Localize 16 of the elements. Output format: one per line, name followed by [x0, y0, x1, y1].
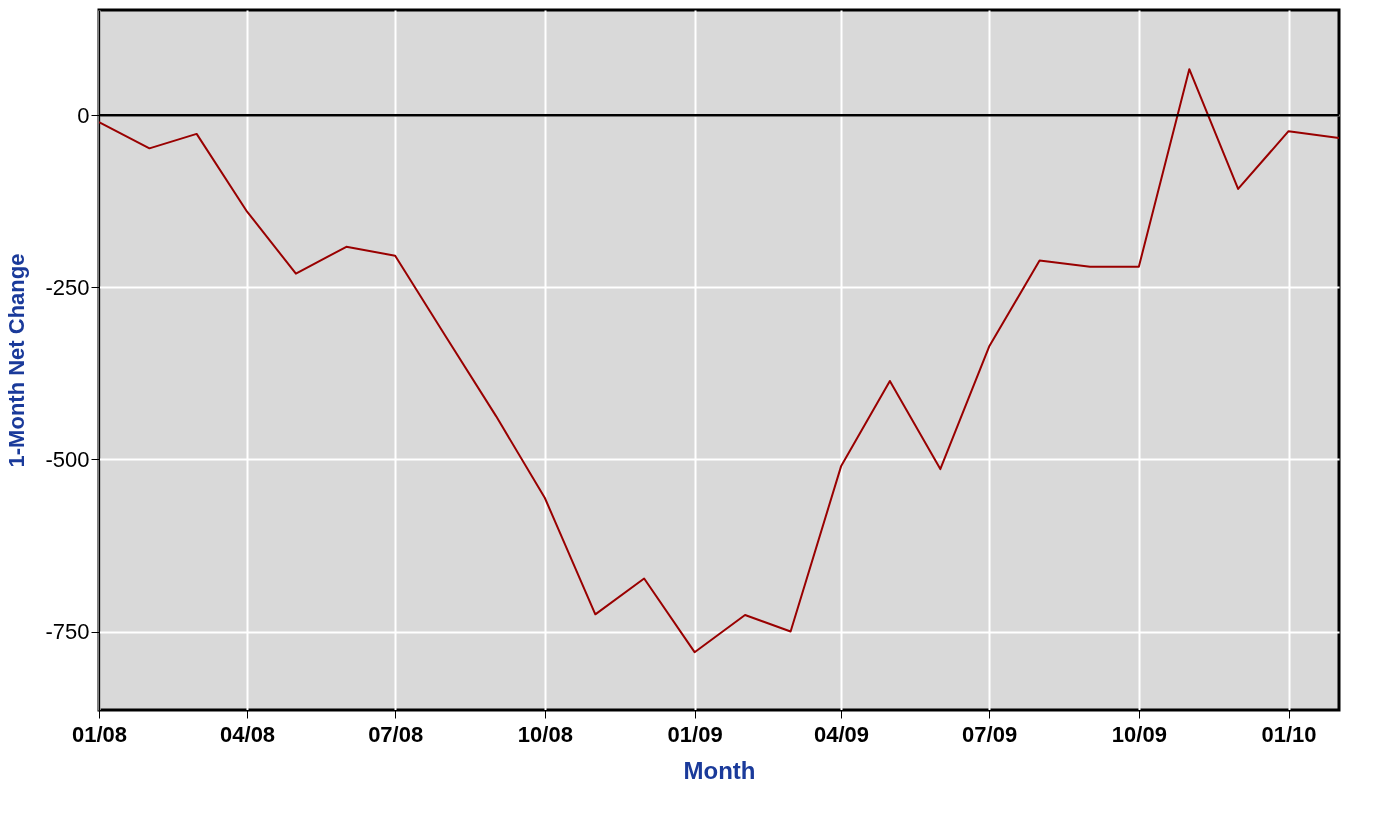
- x-tick-label: 04/08: [220, 721, 276, 747]
- x-tick-label: 01/10: [1261, 721, 1317, 747]
- x-tick-label: 07/08: [368, 721, 424, 747]
- x-tick-label: 01/08: [71, 721, 128, 747]
- y-axis-title: 1-Month Net Change: [4, 253, 30, 468]
- line-series: [99, 68, 1339, 654]
- x-tick-label: 10/09: [1111, 721, 1167, 747]
- x-tick-label: 04/09: [814, 721, 870, 747]
- x-tick-label: 07/09: [962, 721, 1018, 747]
- y-tick-label: -500: [45, 446, 90, 472]
- x-axis-title: Month: [683, 756, 756, 784]
- x-tick-label: 10/08: [517, 721, 573, 747]
- y-tick-label: -250: [45, 274, 90, 300]
- y-tick-label: 0: [77, 102, 90, 128]
- y-tick-label: -750: [45, 619, 90, 645]
- x-tick-label: 01/09: [667, 721, 723, 747]
